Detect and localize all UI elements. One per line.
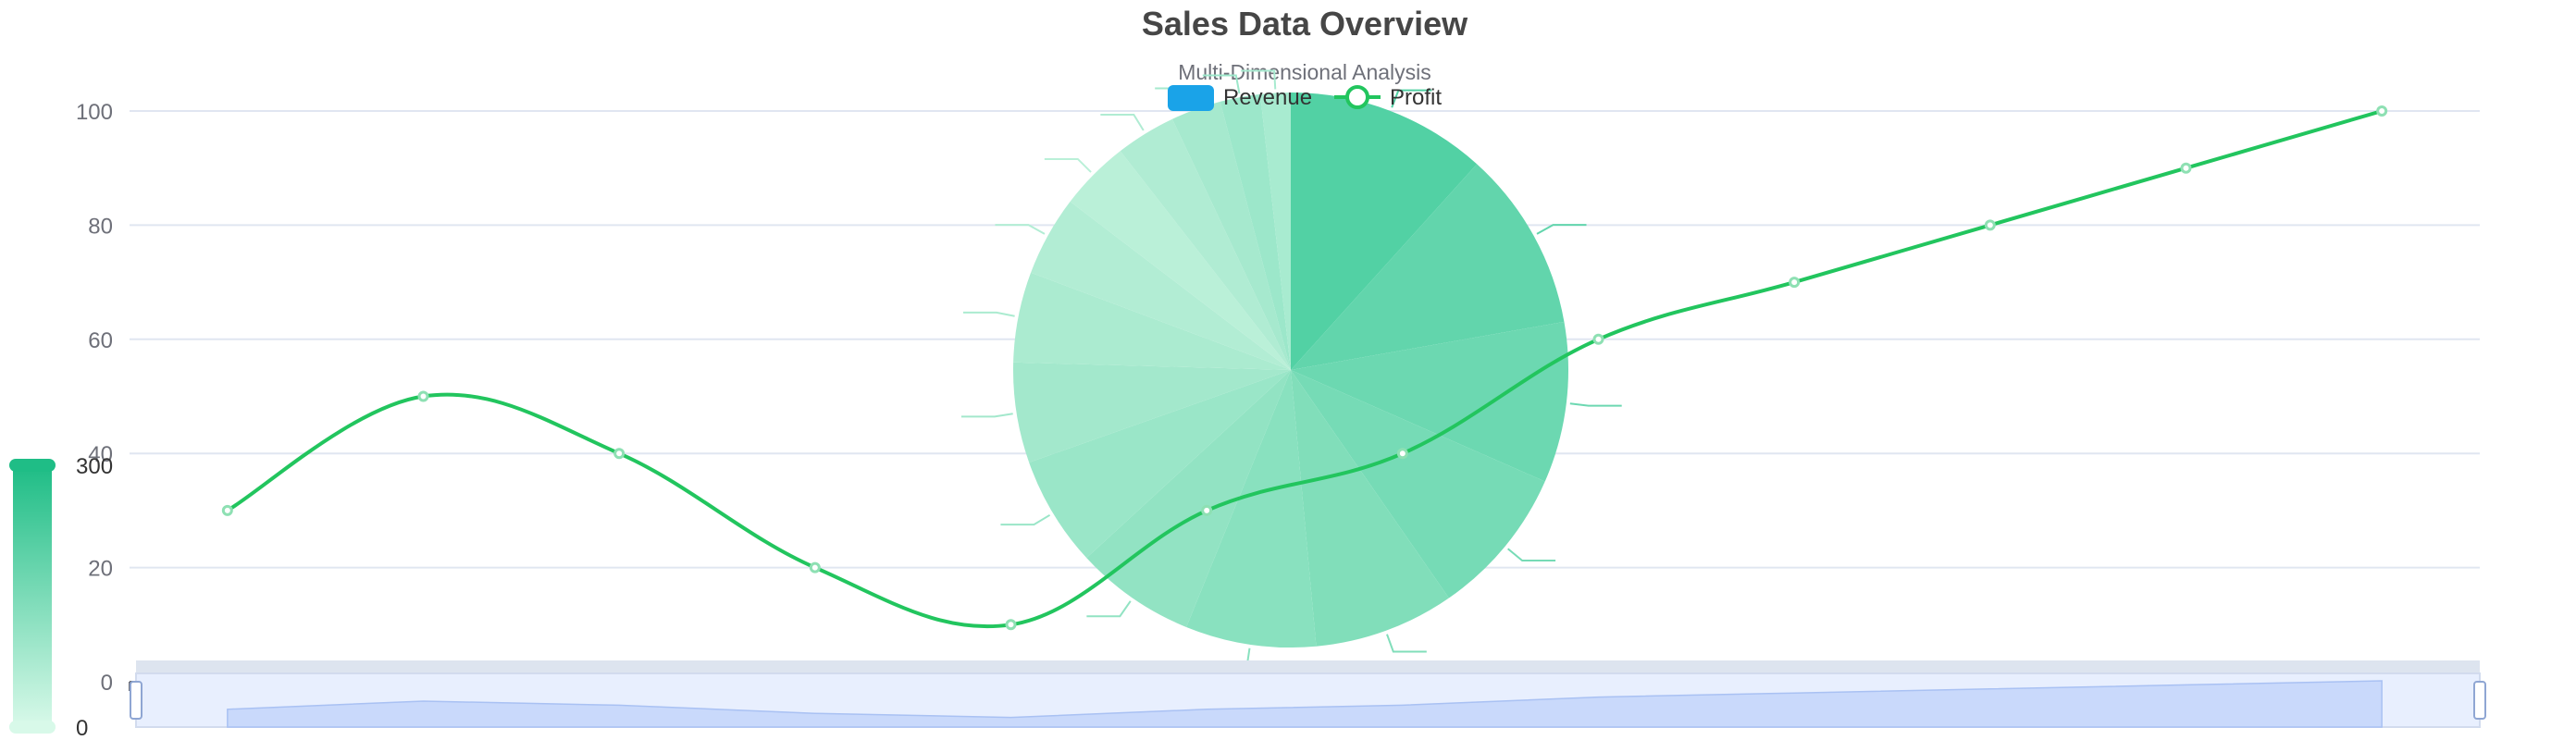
legend-label-profit: Profit bbox=[1390, 85, 1442, 110]
pie-leader-line bbox=[1507, 548, 1556, 561]
pie-slice[interactable] bbox=[1259, 92, 1291, 370]
data-zoom-handle-right[interactable] bbox=[2473, 681, 2486, 720]
legend-marker-profit bbox=[1345, 85, 1369, 109]
data-zoom-top-bar bbox=[136, 660, 2480, 673]
chart-title: Sales Data Overview bbox=[1142, 5, 1468, 43]
legend-label-revenue: Revenue bbox=[1223, 85, 1312, 110]
profit-series[interactable] bbox=[221, 105, 2388, 631]
y-tick-label: 40 bbox=[88, 442, 113, 467]
pie-leader-line bbox=[1202, 74, 1241, 94]
pie-leader-line bbox=[1000, 513, 1051, 526]
data-zoom[interactable] bbox=[130, 660, 2486, 728]
pie-slice[interactable] bbox=[1291, 92, 1478, 370]
pie-slice[interactable] bbox=[1070, 151, 1291, 370]
pie-leader-line bbox=[1386, 634, 1427, 653]
y-tick-label: 100 bbox=[76, 100, 113, 125]
data-zoom-handle-left[interactable] bbox=[130, 681, 142, 720]
pie-slice[interactable] bbox=[1291, 321, 1569, 482]
y-tick-label: 0 bbox=[101, 671, 113, 696]
y-tick-label: 80 bbox=[88, 214, 113, 239]
legend-item-profit[interactable]: Profit bbox=[1334, 85, 1442, 110]
profit-point[interactable] bbox=[809, 561, 821, 574]
profit-point[interactable] bbox=[1005, 619, 1017, 631]
visual-map[interactable]: 300 0 bbox=[9, 454, 113, 740]
pie-slice[interactable] bbox=[1291, 370, 1449, 647]
pie-slice[interactable] bbox=[1086, 370, 1291, 627]
pie-leader-line bbox=[1569, 402, 1622, 407]
profit-point[interactable] bbox=[1201, 504, 1213, 516]
pie-slice[interactable] bbox=[1031, 201, 1291, 370]
profit-point[interactable] bbox=[417, 390, 429, 402]
profit-point[interactable] bbox=[1396, 448, 1408, 460]
profit-line bbox=[226, 109, 2383, 629]
visual-map-handle-min[interactable] bbox=[9, 721, 56, 734]
profit-point[interactable] bbox=[2180, 162, 2192, 174]
pie-leader-line bbox=[1536, 224, 1587, 235]
pie-leader-line bbox=[963, 311, 1015, 317]
visual-map-min-label: 0 bbox=[76, 716, 88, 740]
profit-point[interactable] bbox=[613, 448, 625, 460]
y-axis: 0 20 40 60 80 100 bbox=[76, 100, 113, 696]
pie-leader-line bbox=[1241, 69, 1277, 90]
visual-map-bar bbox=[13, 467, 52, 726]
pie-slice[interactable] bbox=[1029, 370, 1291, 559]
pie-leader-line bbox=[960, 413, 1013, 418]
chart-subtitle: Multi-Dimensional Analysis bbox=[1178, 60, 1431, 84]
pie-leader-line bbox=[995, 224, 1046, 235]
data-zoom-preview bbox=[227, 680, 2383, 728]
pie-leader-line bbox=[1044, 157, 1092, 173]
legend-item-revenue[interactable]: Revenue bbox=[1168, 85, 1312, 111]
pie-slice[interactable] bbox=[1186, 370, 1317, 648]
profit-point[interactable] bbox=[1789, 277, 1801, 289]
pie-slice[interactable] bbox=[1171, 101, 1291, 370]
pie-slice[interactable] bbox=[1291, 370, 1545, 598]
pie-slice[interactable] bbox=[1012, 362, 1291, 463]
profit-point[interactable] bbox=[1592, 333, 1604, 345]
pie-slice[interactable] bbox=[1220, 93, 1291, 370]
legend[interactable]: Revenue Profit bbox=[1168, 85, 1442, 111]
pie-slice[interactable] bbox=[1120, 118, 1291, 370]
pie-slice[interactable] bbox=[1291, 164, 1565, 370]
visual-map-handle-max[interactable] bbox=[9, 459, 56, 472]
profit-point[interactable] bbox=[221, 504, 233, 516]
pie-leader-line bbox=[1391, 89, 1432, 108]
pie-slice[interactable] bbox=[1013, 272, 1291, 370]
legend-swatch-revenue bbox=[1168, 85, 1214, 111]
pie-leader-line bbox=[1086, 600, 1132, 618]
y-tick-label: 20 bbox=[88, 557, 113, 582]
revenue-pie[interactable] bbox=[960, 69, 1622, 668]
visual-map-max-label: 300 bbox=[76, 454, 113, 479]
profit-point[interactable] bbox=[2376, 105, 2388, 117]
profit-point[interactable] bbox=[1984, 219, 1996, 231]
pie-leader-line bbox=[1100, 113, 1145, 131]
y-tick-label: 60 bbox=[88, 328, 113, 353]
